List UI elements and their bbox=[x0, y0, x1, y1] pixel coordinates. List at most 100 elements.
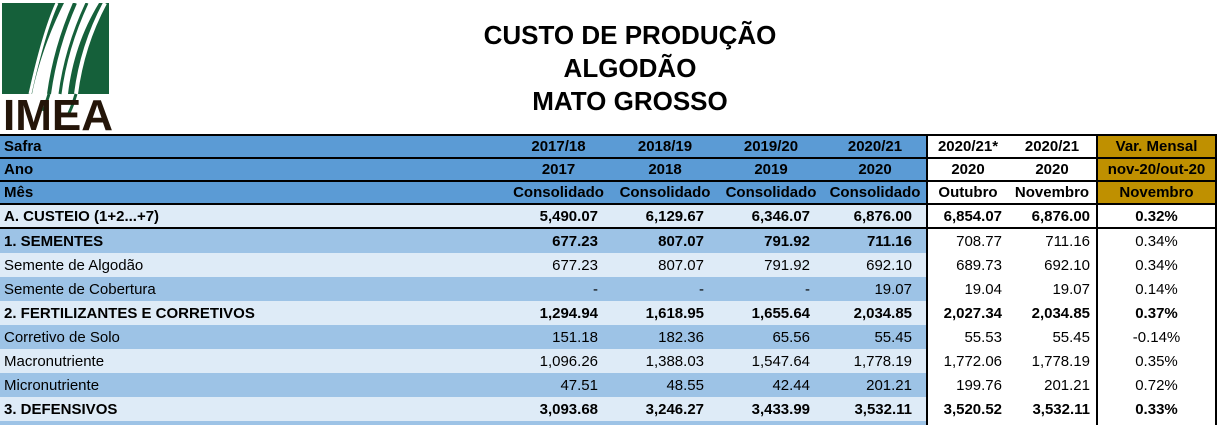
value-cell: 1,778.19 bbox=[1008, 349, 1096, 373]
value-cell: 711.16 bbox=[1008, 229, 1096, 253]
value-cell: 3,093.68 bbox=[505, 397, 612, 421]
value-cell: 3,532.11 bbox=[1008, 397, 1096, 421]
value-cell: 55.45 bbox=[824, 325, 926, 349]
value-cell: 711.16 bbox=[824, 229, 926, 253]
value-cell: 692.10 bbox=[824, 253, 926, 277]
value-cell: 5,490.07 bbox=[505, 205, 612, 229]
var-cell: 0.35% bbox=[1096, 349, 1217, 373]
row-label: Semente de Algodão bbox=[0, 253, 505, 277]
value-cell: 3,433.99 bbox=[718, 397, 824, 421]
title-line-crop: ALGODÃO bbox=[563, 53, 697, 83]
value-cell: 6,854.07 bbox=[926, 205, 1008, 229]
value-cell: 791.92 bbox=[718, 229, 824, 253]
value-cell: 6,129.67 bbox=[612, 205, 718, 229]
header-row-m-s: Mês Consolidado Consolidado Consolidado Cons… bbox=[0, 182, 1217, 205]
header-cell: 2020/21* bbox=[926, 136, 1008, 159]
partial-cell bbox=[1008, 421, 1096, 425]
value-cell: 2,034.85 bbox=[1008, 301, 1096, 325]
value-cell: 807.07 bbox=[612, 253, 718, 277]
value-cell: 151.18 bbox=[505, 325, 612, 349]
header-label: Mês bbox=[0, 182, 505, 205]
table-row-corretivo-de-solo: Corretivo de Solo 151.18 182.36 65.56 55.45 5… bbox=[0, 325, 1217, 349]
header-cell: 2020 bbox=[1008, 159, 1096, 182]
partial-row bbox=[0, 421, 1217, 425]
value-cell: 3,246.27 bbox=[612, 397, 718, 421]
row-label: 3. DEFENSIVOS bbox=[0, 397, 505, 421]
value-cell: 19.07 bbox=[824, 277, 926, 301]
value-cell: 19.07 bbox=[1008, 277, 1096, 301]
imea-logo-icon: IMEA bbox=[2, 3, 113, 133]
header-cell: 2020 bbox=[926, 159, 1008, 182]
value-cell: 55.53 bbox=[926, 325, 1008, 349]
value-cell: 201.21 bbox=[824, 373, 926, 397]
header-cell-var-mensal: Var. Mensal bbox=[1096, 136, 1217, 159]
row-label: Micronutriente bbox=[0, 373, 505, 397]
header-cell: 2020/21 bbox=[824, 136, 926, 159]
header-cell: Outubro bbox=[926, 182, 1008, 205]
value-cell: 48.55 bbox=[612, 373, 718, 397]
table-row-1-sementes: 1. SEMENTES 677.23 807.07 791.92 711.16 708.7… bbox=[0, 229, 1217, 253]
header-cell: 2017/18 bbox=[505, 136, 612, 159]
partial-cell bbox=[1096, 421, 1217, 425]
value-cell: 677.23 bbox=[505, 229, 612, 253]
table-row-a-custeio-1-2-7: A. CUSTEIO (1+2...+7) 5,490.07 6,129.67 6,3… bbox=[0, 205, 1217, 229]
value-cell: 19.04 bbox=[926, 277, 1008, 301]
value-cell: 182.36 bbox=[612, 325, 718, 349]
row-label: Semente de Cobertura bbox=[0, 277, 505, 301]
header-cell: Consolidado bbox=[824, 182, 926, 205]
header-cell: 2018/19 bbox=[612, 136, 718, 159]
value-cell: 1,096.26 bbox=[505, 349, 612, 373]
value-cell: 689.73 bbox=[926, 253, 1008, 277]
header-label: Safra bbox=[0, 136, 505, 159]
var-cell: 0.72% bbox=[1096, 373, 1217, 397]
value-cell: 42.44 bbox=[718, 373, 824, 397]
value-cell: 2,034.85 bbox=[824, 301, 926, 325]
header-cell: 2019/20 bbox=[718, 136, 824, 159]
value-cell: 65.56 bbox=[718, 325, 824, 349]
table-row-macronutriente: Macronutriente 1,096.26 1,388.03 1,547.64 1,… bbox=[0, 349, 1217, 373]
value-cell: 1,547.64 bbox=[718, 349, 824, 373]
var-cell: 0.32% bbox=[1096, 205, 1217, 229]
value-cell: 791.92 bbox=[718, 253, 824, 277]
table-row-2-fertilizantes-e-corretivos: 2. FERTILIZANTES E CORRETIVOS 1,294.94 1,6… bbox=[0, 301, 1217, 325]
partial-cell bbox=[926, 421, 1008, 425]
value-cell: 1,618.95 bbox=[612, 301, 718, 325]
report-title: CUSTO DE PRODUÇÃO ALGODÃO MATO GROSSO bbox=[320, 19, 940, 118]
header-label: Ano bbox=[0, 159, 505, 182]
value-cell: 47.51 bbox=[505, 373, 612, 397]
header-cell: 2020 bbox=[824, 159, 926, 182]
row-label: 2. FERTILIZANTES E CORRETIVOS bbox=[0, 301, 505, 325]
partial-cell bbox=[718, 421, 824, 425]
header-cell-var-mensal: nov-20/out-20 bbox=[1096, 159, 1217, 182]
value-cell: 3,520.52 bbox=[926, 397, 1008, 421]
partial-cell bbox=[505, 421, 612, 425]
partial-cell bbox=[0, 421, 505, 425]
value-cell: 677.23 bbox=[505, 253, 612, 277]
header-row-safra: Safra 2017/18 2018/19 2019/20 2020/21 2020/21… bbox=[0, 136, 1217, 159]
header-cell: 2018 bbox=[612, 159, 718, 182]
header-cell-var-mensal: Novembro bbox=[1096, 182, 1217, 205]
imea-logo: IMEA bbox=[2, 3, 114, 133]
value-cell: 55.45 bbox=[1008, 325, 1096, 349]
table-row-micronutriente: Micronutriente 47.51 48.55 42.44 201.21 199.7… bbox=[0, 373, 1217, 397]
table-row-semente-de-cobertura: Semente de Cobertura - - -19.07 19.04 19.07 0.… bbox=[0, 277, 1217, 301]
value-cell: - bbox=[505, 277, 612, 301]
var-cell: 0.34% bbox=[1096, 229, 1217, 253]
value-cell: 2,027.34 bbox=[926, 301, 1008, 325]
value-cell: - bbox=[718, 277, 824, 301]
value-cell: 708.77 bbox=[926, 229, 1008, 253]
header-row-ano: Ano 2017 2018 2019 2020 2020 2020 nov-20/out-20 bbox=[0, 159, 1217, 182]
value-cell: 199.76 bbox=[926, 373, 1008, 397]
var-cell: 0.14% bbox=[1096, 277, 1217, 301]
var-cell: 0.34% bbox=[1096, 253, 1217, 277]
partial-cell bbox=[824, 421, 926, 425]
value-cell: - bbox=[612, 277, 718, 301]
table-row-semente-de-algod-o: Semente de Algodão 677.23 807.07 791.92 692.… bbox=[0, 253, 1217, 277]
partial-cell bbox=[612, 421, 718, 425]
value-cell: 1,778.19 bbox=[824, 349, 926, 373]
value-cell: 692.10 bbox=[1008, 253, 1096, 277]
value-cell: 1,388.03 bbox=[612, 349, 718, 373]
title-line-state: MATO GROSSO bbox=[532, 86, 728, 116]
header-cell: Consolidado bbox=[718, 182, 824, 205]
